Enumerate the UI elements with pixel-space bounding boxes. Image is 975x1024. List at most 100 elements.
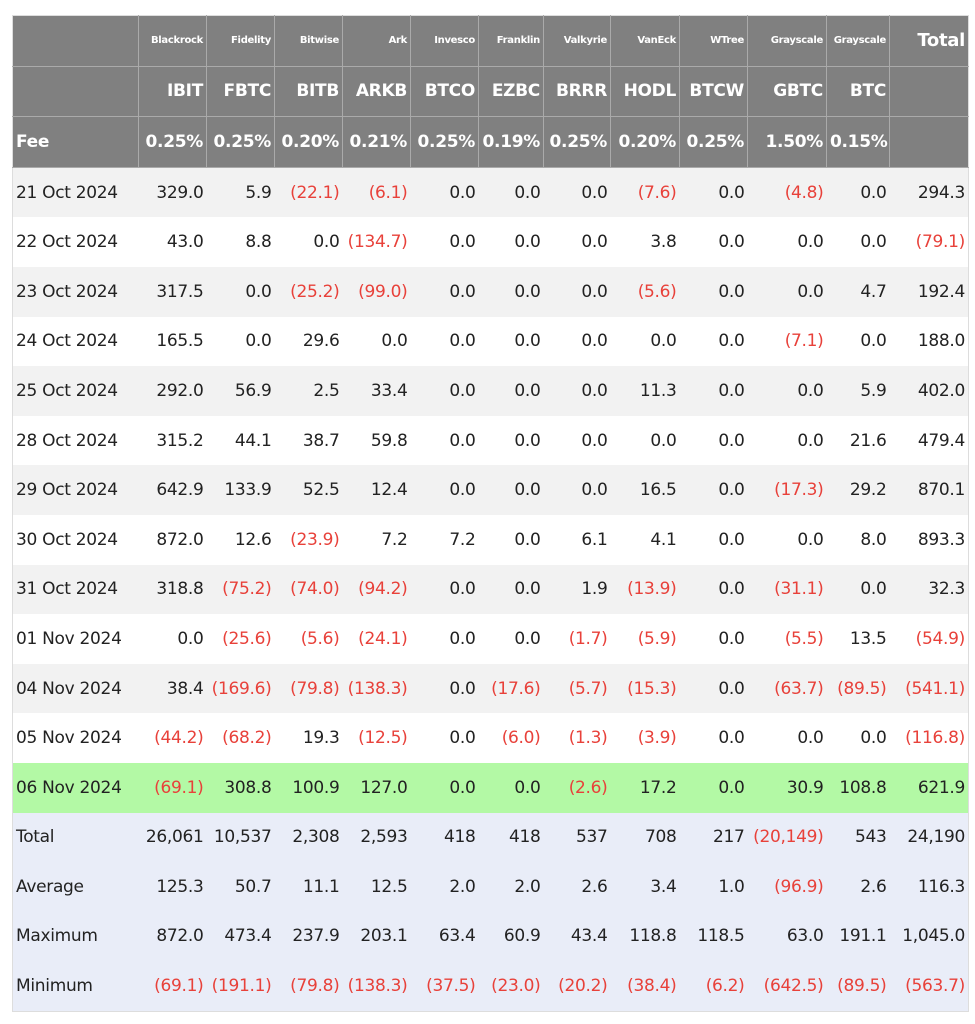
- flow-cell: 0.0: [543, 366, 611, 416]
- date-cell: 04 Nov 2024: [12, 663, 139, 714]
- summary-cell: 12.5: [342, 862, 411, 912]
- flow-cell: (99.0): [342, 266, 411, 317]
- flow-cell: 0.0: [206, 316, 275, 367]
- summary-cell: 537: [543, 812, 611, 863]
- flow-cell: 0.0: [410, 465, 479, 515]
- summary-cell: (138.3): [342, 961, 411, 1012]
- flow-cell: (7.1): [747, 316, 827, 367]
- flow-cell: 0.0: [679, 217, 748, 267]
- summary-cell: 2,308: [274, 812, 343, 863]
- ticker-header-row-total: [889, 66, 969, 118]
- total-cell: (54.9): [889, 614, 969, 664]
- total-cell: (116.8): [889, 713, 969, 763]
- flow-cell: (5.9): [610, 614, 680, 664]
- flow-cell: (94.2): [342, 564, 411, 615]
- summary-cell: 543: [826, 812, 890, 863]
- issuer-header-row-cell: Grayscale: [747, 15, 827, 67]
- table-row: 22 Oct 2024 43.0 8.8 0.0 (134.7) 0.0 0.0 0.0 3.8…: [12, 217, 969, 267]
- highlighted-table-row: 06 Nov 2024 (69.1) 308.8 100.9 127.0 0.0 0.0 (2…: [12, 762, 969, 813]
- flow-cell: 0.0: [679, 762, 748, 813]
- flow-cell: 0.0: [478, 217, 544, 267]
- issuer-header-row: Blackrock Fidelity Bitwise Ark Invesco Frankl…: [12, 15, 969, 67]
- ticker-header-row: IBIT FBTC BITB ARKB BTCO EZBC BRRR HODL BTCW GBTC…: [12, 66, 969, 118]
- ticker-header-row-cell: FBTC: [206, 66, 275, 118]
- flow-cell: (169.6): [206, 663, 275, 714]
- table-row: 05 Nov 2024 (44.2) (68.2) 19.3 (12.5) 0.0 (6.0…: [12, 713, 969, 763]
- summary-cell: 116.3: [889, 862, 969, 912]
- ticker-header-row-cell: BRRR: [543, 66, 611, 118]
- flow-cell: 0.0: [410, 266, 479, 317]
- flow-cell: 4.7: [826, 266, 890, 317]
- flow-cell: 0.0: [826, 167, 890, 218]
- flow-cell: 11.3: [610, 366, 680, 416]
- flow-cell: 0.0: [478, 514, 544, 565]
- row-label: [12, 15, 139, 67]
- flow-cell: 43.0: [138, 217, 207, 267]
- summary-cell: 2.6: [543, 862, 611, 912]
- date-cell: 05 Nov 2024: [12, 713, 139, 763]
- flow-cell: 0.0: [747, 415, 827, 466]
- flow-cell: 0.0: [206, 266, 275, 317]
- flow-cell: 0.0: [826, 713, 890, 763]
- ticker-header-row-cell: ARKB: [342, 66, 411, 118]
- summary-cell: 50.7: [206, 862, 275, 912]
- summary-row: Average 125.3 50.7 11.1 12.5 2.0 2.0 2.6 3.4 1.0(…: [12, 862, 969, 912]
- ticker-header-row-cell: IBIT: [138, 66, 207, 118]
- table-row: 04 Nov 2024 38.4 (169.6) (79.8) (138.3) 0.0 (1…: [12, 663, 969, 714]
- summary-cell: (6.2): [679, 961, 748, 1012]
- table-row: 01 Nov 2024 0.0 (25.6) (5.6) (24.1) 0.0 0.0 (1.…: [12, 614, 969, 664]
- flow-cell: 7.2: [342, 514, 411, 565]
- flow-cell: 642.9: [138, 465, 207, 515]
- flow-cell: (4.8): [747, 167, 827, 218]
- flow-cell: 1.9: [543, 564, 611, 615]
- summary-cell: 217: [679, 812, 748, 863]
- flow-cell: (5.6): [610, 266, 680, 317]
- fee-header-row-cell: 0.20%: [274, 116, 343, 168]
- total-cell: 621.9: [889, 762, 969, 813]
- summary-cell: 63.4: [410, 911, 479, 962]
- summary-cell: 1.0: [679, 862, 748, 912]
- flow-cell: (1.3): [543, 713, 611, 763]
- flow-cell: 0.0: [747, 366, 827, 416]
- date-cell: 30 Oct 2024: [12, 514, 139, 565]
- fee-header-row-cell: 0.19%: [478, 116, 544, 168]
- flow-cell: (12.5): [342, 713, 411, 763]
- flow-cell: (2.6): [543, 762, 611, 813]
- issuer-header-row-cell: WTree: [679, 15, 748, 67]
- flow-cell: (23.9): [274, 514, 343, 565]
- date-cell: 31 Oct 2024: [12, 564, 139, 615]
- flow-cell: 0.0: [543, 316, 611, 367]
- flow-cell: 0.0: [543, 266, 611, 317]
- flow-cell: (5.5): [747, 614, 827, 664]
- date-cell: 01 Nov 2024: [12, 614, 139, 664]
- flow-cell: 0.0: [679, 266, 748, 317]
- flow-cell: 0.0: [410, 415, 479, 466]
- flow-cell: 52.5: [274, 465, 343, 515]
- flow-cell: 165.5: [138, 316, 207, 367]
- flow-cell: 317.5: [138, 266, 207, 317]
- flow-cell: (138.3): [342, 663, 411, 714]
- flow-cell: 0.0: [410, 663, 479, 714]
- summary-cell: (96.9): [747, 862, 827, 912]
- summary-cell: 24,190: [889, 812, 969, 863]
- flow-cell: 2.5: [274, 366, 343, 416]
- flow-cell: 3.8: [610, 217, 680, 267]
- flow-cell: (13.9): [610, 564, 680, 615]
- flow-cell: (17.6): [478, 663, 544, 714]
- flow-cell: 0.0: [679, 465, 748, 515]
- ticker-header-row-cell: BTCW: [679, 66, 748, 118]
- flow-cell: (68.2): [206, 713, 275, 763]
- summary-label: Minimum: [12, 961, 139, 1012]
- fee-header-row-cell: 0.20%: [610, 116, 680, 168]
- flow-cell: 4.1: [610, 514, 680, 565]
- flow-cell: 0.0: [679, 415, 748, 466]
- summary-cell: (89.5): [826, 961, 890, 1012]
- issuer-header-row-cell: Valkyrie: [543, 15, 611, 67]
- date-cell: 06 Nov 2024: [12, 762, 139, 813]
- flow-cell: 0.0: [410, 614, 479, 664]
- fee-header-row-cell: 0.21%: [342, 116, 411, 168]
- summary-cell: (563.7): [889, 961, 969, 1012]
- flow-cell: 0.0: [679, 663, 748, 714]
- flow-cell: 0.0: [747, 266, 827, 317]
- table-row: 28 Oct 2024 315.2 44.1 38.7 59.8 0.0 0.0 0.0 0.0…: [12, 415, 969, 466]
